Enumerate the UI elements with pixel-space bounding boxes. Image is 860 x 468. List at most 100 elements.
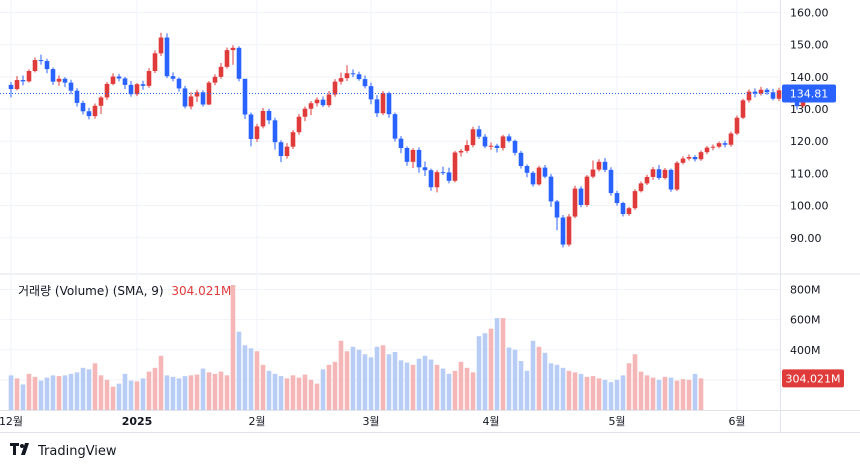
volume-bar [200, 368, 206, 410]
price-tick-label: 160.00 [790, 6, 829, 19]
candle [56, 75, 62, 86]
candle [608, 167, 614, 196]
volume-bar [662, 376, 668, 410]
candle [248, 112, 254, 147]
volume-bar [284, 378, 290, 410]
volume-bar [344, 351, 350, 410]
candle [206, 81, 212, 106]
volume-bar [428, 359, 434, 410]
price-tick-label: 130.00 [790, 103, 829, 116]
candle [662, 167, 668, 180]
volume-bar [152, 367, 158, 410]
candle [536, 165, 542, 186]
candle [710, 144, 716, 151]
candle [308, 100, 314, 116]
candle [620, 201, 626, 217]
candle [128, 81, 134, 97]
candle [494, 143, 500, 153]
candle [38, 54, 44, 65]
candle [758, 86, 764, 96]
candle [542, 165, 548, 179]
last-price-line: 134.81 [0, 84, 836, 103]
volume-tick-label: 800M [790, 284, 821, 297]
volume-bar [530, 340, 536, 410]
volume-bar [98, 375, 104, 410]
candle [362, 75, 368, 89]
volume-bar [38, 380, 44, 410]
candle [404, 146, 410, 166]
tradingview-brand[interactable]: TradingView [10, 443, 117, 459]
volume-axis: 800M600M400M200M304.021M [782, 284, 844, 388]
candle [170, 72, 176, 82]
volume-bar [140, 378, 146, 410]
volume-bar [272, 373, 278, 410]
volume-bar [170, 376, 176, 410]
candle [146, 68, 152, 88]
candle [470, 126, 476, 148]
volume-bar [560, 367, 566, 410]
volume-bar [482, 333, 488, 410]
candle [272, 117, 278, 150]
volume-bar [410, 364, 416, 410]
candle [194, 89, 200, 102]
volume-bar [542, 352, 548, 410]
volume-bar [518, 361, 524, 410]
volume-bar [632, 354, 638, 410]
volume-bar [332, 361, 338, 410]
candle [734, 115, 740, 136]
volume-bar [380, 345, 386, 410]
candle [140, 80, 146, 90]
volume-bar [596, 378, 602, 410]
volume-bar [56, 376, 62, 410]
candle [698, 150, 704, 161]
volume-legend-value: 304.021M [171, 284, 232, 298]
volume-bar [248, 348, 254, 410]
candle [602, 157, 608, 173]
volume-bar [188, 375, 194, 410]
candles [8, 32, 818, 248]
volume-bar [296, 377, 302, 410]
candle [26, 69, 32, 83]
candle [572, 185, 578, 219]
volume-bar [134, 381, 140, 410]
volume-bar [638, 371, 644, 410]
price-tick-label: 90.00 [790, 232, 822, 245]
volume-bar [44, 377, 50, 410]
volume-bar [218, 371, 224, 410]
candle [92, 103, 98, 119]
candle [638, 181, 644, 193]
price-axis: 160.00 150.00 140.00 130.00 120.00 110.00 100.… [790, 6, 829, 244]
candle [296, 114, 302, 135]
candle [686, 154, 692, 161]
volume-bar [512, 349, 518, 410]
candle [50, 67, 56, 85]
candle [242, 78, 248, 120]
candle [668, 168, 674, 192]
volume-last-badge [782, 369, 844, 388]
price-tick-label: 120.00 [790, 135, 829, 148]
candle [554, 199, 560, 231]
volume-bar [470, 372, 476, 410]
time-tick-label: 6월 [728, 415, 745, 428]
candle [428, 168, 434, 191]
volume-bar [290, 375, 296, 410]
candle [218, 62, 224, 79]
time-tick-label: 4월 [482, 415, 499, 428]
candle [548, 174, 554, 207]
tradingview-logo-icon [10, 443, 32, 459]
candle [110, 73, 116, 86]
volume-bar [74, 372, 80, 410]
volume-bar [650, 377, 656, 410]
candle [164, 33, 170, 79]
candle [230, 45, 236, 65]
volume-bar [494, 318, 500, 410]
volume-bar [62, 375, 68, 410]
volume-bar [656, 379, 662, 410]
candle [692, 155, 698, 162]
time-tick-label: 2025 [122, 415, 153, 428]
tradingview-name: TradingView [38, 443, 117, 459]
time-tick-label: 3월 [362, 415, 379, 428]
volume-bar [626, 363, 632, 410]
candle [182, 85, 188, 109]
